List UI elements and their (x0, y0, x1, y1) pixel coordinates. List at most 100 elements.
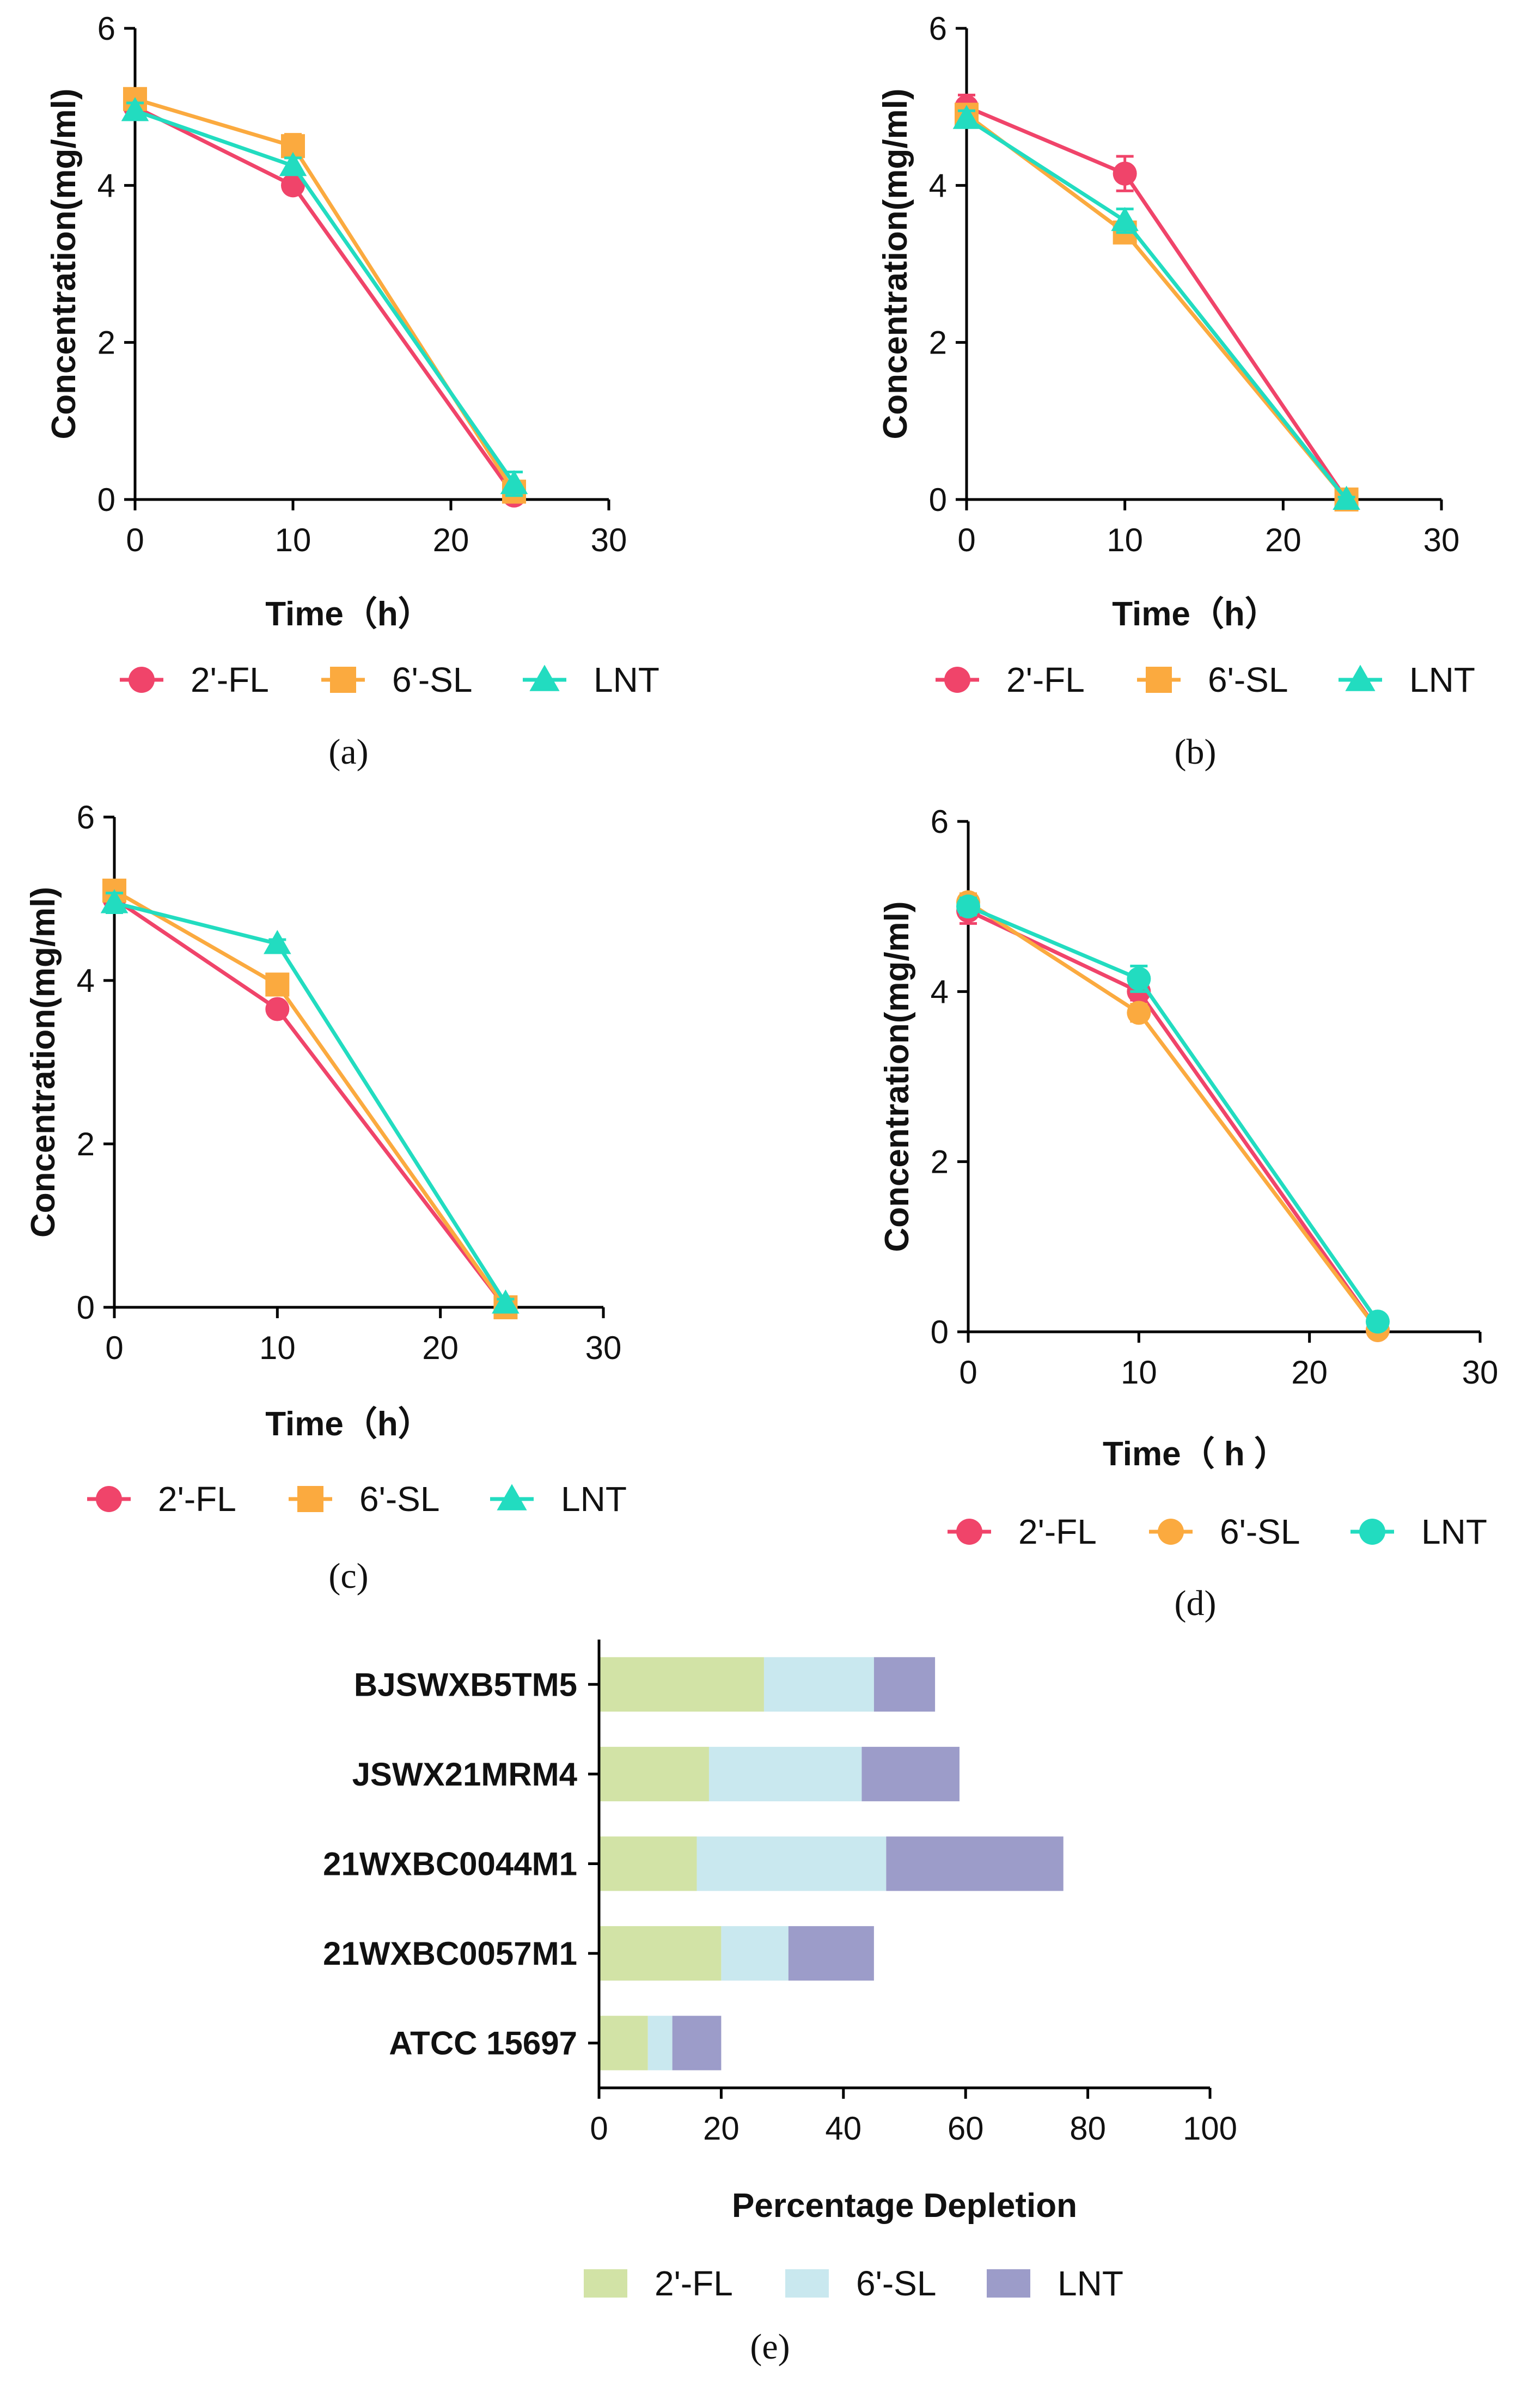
data-point (1127, 1001, 1151, 1025)
bar-segment-6'-SL (721, 1926, 789, 1981)
x-axis-title: Percentage Depletion (732, 2187, 1077, 2225)
x-tick-label: 0 (105, 1330, 123, 1366)
legend: 2'-FL 6'-SL LNT (584, 2264, 1123, 2303)
series-2'-FL (102, 887, 518, 1319)
y-tick-label: 6 (929, 10, 947, 47)
data-point (265, 997, 290, 1021)
y-tick-label: 2 (931, 1144, 949, 1180)
legend-label: LNT (1409, 660, 1475, 699)
series-line (965, 117, 1348, 501)
bar-segment-2'-FL (599, 1657, 764, 1712)
series-2'-FL (956, 897, 1390, 1342)
y-axis-title: Concentration(mg/ml) (877, 88, 914, 439)
legend-label: 2'-FL (191, 660, 269, 699)
legend-marker (497, 1484, 527, 1510)
series-line (967, 909, 1379, 1331)
legend-label: 6'-SL (1208, 660, 1288, 699)
category-label: BJSWXB5TM5 (354, 1666, 577, 1703)
x-axis-title: Time（ h ） (1103, 1435, 1288, 1473)
legend-marker (1345, 665, 1376, 691)
y-tick-label: 0 (77, 1289, 95, 1326)
bar-segment-2'-FL (599, 1746, 709, 1801)
legend-label: 6'-SL (1220, 1512, 1300, 1551)
series-line (134, 105, 516, 497)
y-tick-label: 6 (97, 10, 115, 47)
data-point (952, 105, 981, 129)
legend-marker (956, 1519, 982, 1545)
x-tick-label: 30 (1462, 1354, 1499, 1391)
bar-segment-6'-SL (696, 1836, 887, 1891)
bar-segment-LNT (873, 1657, 936, 1712)
bar-segment-LNT (672, 2015, 722, 2070)
legend: 2'-FL 6'-SL LNT (120, 660, 659, 699)
x-axis-title: Time（h） (265, 595, 431, 633)
y-tick-label: 4 (929, 167, 947, 204)
panel-label: (e) (750, 2327, 790, 2367)
legend-swatch (785, 2269, 829, 2298)
series-line (967, 904, 1379, 1323)
data-point (1333, 485, 1360, 510)
y-axis-title: Concentration(mg/ml) (878, 901, 916, 1252)
y-tick-label: 2 (77, 1126, 95, 1162)
y-tick-label: 0 (931, 1314, 949, 1350)
legend: 2'-FL 6'-SL LNT (936, 660, 1475, 699)
legend-label: 2'-FL (655, 2264, 733, 2303)
series-line (113, 897, 508, 1309)
data-point (281, 173, 305, 198)
legend-label: 6'-SL (392, 660, 472, 699)
x-tick-label: 10 (1107, 522, 1143, 558)
bar-segment-6'-SL (763, 1657, 874, 1712)
data-point (500, 470, 528, 495)
bar-segment-2'-FL (599, 1926, 722, 1981)
series-LNT (121, 97, 528, 497)
series-line (134, 97, 516, 493)
legend-label: LNT (1421, 1512, 1487, 1551)
x-tick-label: 60 (948, 2110, 984, 2147)
category-label: 21WXBC0044M1 (323, 1846, 577, 1883)
bar-segment-2'-FL (599, 2015, 648, 2070)
y-tick-label: 2 (929, 325, 947, 361)
data-point (956, 894, 980, 919)
x-tick-label: 0 (959, 1354, 977, 1391)
category-label: ATCC 15697 (389, 2025, 577, 2062)
legend-marker (1359, 1519, 1385, 1545)
legend-label: LNT (594, 660, 659, 699)
y-tick-label: 4 (931, 973, 949, 1010)
legend-marker (1158, 1519, 1184, 1545)
legend-marker (944, 667, 970, 693)
x-tick-label: 20 (433, 522, 469, 558)
legend-label: 2'-FL (1018, 1512, 1097, 1551)
y-tick-label: 6 (931, 803, 949, 840)
data-point (100, 889, 129, 913)
y-tick-label: 2 (97, 325, 115, 361)
x-tick-label: 30 (1423, 522, 1460, 558)
legend-marker (96, 1486, 122, 1512)
x-tick-label: 20 (1265, 522, 1301, 558)
x-tick-label: 20 (1291, 1354, 1328, 1391)
legend: 2'-FL 6'-SL LNT (87, 1479, 627, 1519)
series-line (965, 105, 1348, 501)
x-tick-label: 0 (590, 2110, 608, 2147)
y-axis-title: Concentration(mg/ml) (25, 887, 62, 1238)
legend-marker (529, 665, 560, 691)
legend-marker (330, 667, 356, 693)
panel-label: (b) (1175, 732, 1217, 772)
category-label: 21WXBC0057M1 (323, 1935, 577, 1972)
series-line (113, 888, 508, 1309)
data-point (279, 151, 307, 176)
bar-segment-6'-SL (708, 1746, 862, 1801)
panel-label: (c) (328, 1556, 368, 1596)
data-point (1113, 161, 1137, 186)
series-line (967, 900, 1379, 1331)
y-tick-label: 4 (97, 167, 115, 204)
y-tick-label: 0 (97, 482, 115, 518)
series-6'-SL (955, 102, 1359, 511)
y-tick-label: 6 (77, 799, 95, 836)
data-point (121, 97, 149, 121)
series-6'-SL (102, 879, 518, 1319)
legend-label: 6'-SL (856, 2264, 936, 2303)
legend-label: LNT (561, 1479, 627, 1519)
series-line (114, 901, 508, 1305)
legend-marker (129, 667, 155, 693)
